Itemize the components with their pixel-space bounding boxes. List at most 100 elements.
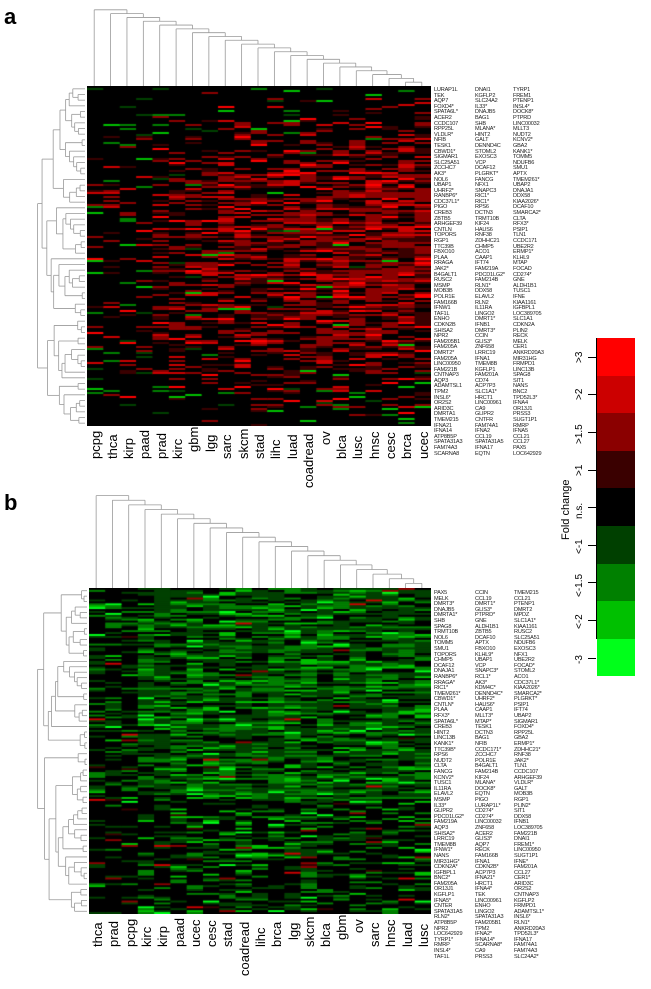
gene-label: LINC00950 [434, 361, 461, 368]
gene-label: DMRT3* [434, 601, 455, 608]
gene-label: SLC25A51 [514, 634, 540, 641]
gene-label: CA9 [475, 405, 486, 412]
gene-label: DDX58 [513, 193, 531, 200]
gene-label: ZNF658 [475, 824, 495, 831]
gene-label: EXOSC3 [514, 645, 536, 652]
x-axis-label: lgg [202, 434, 218, 452]
gene-label: PAX5 [513, 445, 527, 451]
gene-label: TTC39B [434, 243, 454, 250]
gene-label: NFX1 [514, 651, 528, 658]
gene-label: LINGO2 [475, 310, 495, 317]
gene-label: ADAMTSL1 [434, 383, 462, 390]
gene-label: DMRT2 [514, 606, 533, 613]
panel-label-b: b [4, 490, 18, 515]
gene-label: SPATA31A3 [475, 914, 504, 921]
gene-label: EQTN [475, 791, 490, 798]
gene-label: FAM201A [475, 372, 499, 379]
gene-label: RNF38 [514, 752, 531, 759]
gene-label: KIF24 [475, 221, 489, 228]
gene-label: GNE [513, 277, 525, 284]
gene-label: TOMM5 [434, 640, 454, 647]
gene-label: PLGRKT* [475, 170, 499, 177]
gene-label: DNAI1 [475, 87, 491, 93]
gene-label: RLN2 [475, 299, 489, 306]
gene-label: FAM74A1 [514, 942, 538, 949]
gene-label: FOXD4* [434, 103, 454, 110]
x-axis-label: kirp [155, 926, 171, 948]
gene-label: ZBTB5 [475, 629, 492, 636]
row-dendrogram-a [37, 88, 85, 424]
gene-label: LURAP1L [434, 87, 458, 93]
legend-tick-label: <-2 [574, 614, 585, 629]
gene-label: SMU1 [434, 645, 449, 652]
legend-tick-label: n.s. [574, 503, 585, 520]
gene-label: FANCG [475, 176, 494, 183]
gene-label: PDCD1LG2* [434, 813, 464, 820]
gene-label: ACER2 [434, 114, 452, 121]
gene-label: HAUS6* [475, 701, 495, 708]
gene-label: DMRTA1 [434, 411, 456, 418]
gene-label: ANKRD20A3 [513, 349, 544, 356]
gene-label: CAAP1 [475, 707, 493, 714]
gene-label: NUDT2 [513, 131, 531, 138]
gene-label: PIGO [475, 796, 489, 803]
gene-label: CLTA [434, 763, 447, 770]
gene-label: CDC37L1* [434, 198, 460, 205]
gene-label: ACER2 [475, 830, 493, 837]
gene-label: FRMPD1 [513, 361, 535, 368]
gene-label: CDKN2B* [475, 864, 499, 871]
gene-label: GNE [475, 617, 487, 624]
legend-swatch [597, 525, 635, 564]
gene-label: DNAI1 [514, 836, 530, 843]
gene-label: CNTNAP3 [434, 372, 459, 379]
gene-label: CNTNAP3 [514, 892, 539, 899]
x-axis-label: cesc [204, 920, 220, 948]
gene-label: INSL4* [434, 948, 451, 954]
gene-label: KIF24 [475, 774, 489, 781]
legend-tick [588, 582, 596, 584]
gene-label: ZDHHC21* [514, 746, 541, 753]
gene-label: IFNA14* [475, 936, 495, 943]
gene-label: HRCT1 [475, 394, 493, 401]
gene-labels-a-col3: TYRP1 FREM1 PTENP1 INSL4* DOCK8* PTPRD LINC000… [513, 87, 544, 457]
gene-label: TEK [475, 892, 486, 899]
gene-label: CAAP1 [475, 254, 493, 261]
x-axis-label: hnsc [383, 919, 399, 948]
gene-label: BNC2 [513, 389, 528, 396]
gene-label: DDX58 [514, 813, 532, 820]
x-axis-label: prad [153, 433, 169, 460]
x-axis-label: pcpg [88, 430, 104, 460]
gene-label: GLIS3* [475, 606, 492, 613]
gene-label: UBAP2 [514, 713, 532, 720]
gene-label: FOXD4* [514, 724, 534, 731]
gene-label: INSL6* [514, 914, 531, 921]
gene-label: LINC00950 [514, 847, 541, 854]
gene-label: ZNF658 [475, 344, 495, 351]
gene-label: CREB3 [434, 210, 452, 217]
gene-label: DNAJB5 [434, 606, 455, 613]
gene-label: ZCCHC7 [475, 752, 497, 759]
gene-label: ARHGEF39 [434, 221, 462, 228]
gene-label: SLC1A1* [475, 389, 497, 396]
gene-label: RFX3* [434, 713, 450, 720]
x-axis-label: lihc [268, 439, 284, 460]
gene-label: TOPORS [434, 651, 457, 658]
gene-label: TPD52L3* [514, 931, 539, 938]
gene-label: SHB [475, 120, 486, 127]
gene-label: SIGMAR1 [434, 154, 458, 161]
gene-labels-b-col1: PAX5 MELK DMRT3* DNAJB5 DMRTA1* SHB SPAG8 TRMT1… [434, 590, 464, 960]
x-axis-label: gbm [334, 914, 350, 940]
legend-tick [588, 507, 596, 509]
gene-label: TTC39B* [434, 746, 456, 753]
gene-label: EQTN [475, 450, 490, 457]
x-axis-label: brca [399, 433, 415, 460]
gene-label: TESK1 [475, 724, 492, 731]
gene-label: IFNA17 [514, 936, 532, 943]
gene-label: RUSC2 [514, 629, 532, 636]
gene-label: TPM2 [434, 389, 449, 396]
gene-label: FAM214B [475, 277, 499, 284]
gene-label: MLANA* [475, 126, 496, 133]
gene-label: RANBP6* [434, 673, 458, 680]
x-axis-label: thca [90, 922, 106, 948]
gene-label: ACO1 [475, 249, 490, 256]
